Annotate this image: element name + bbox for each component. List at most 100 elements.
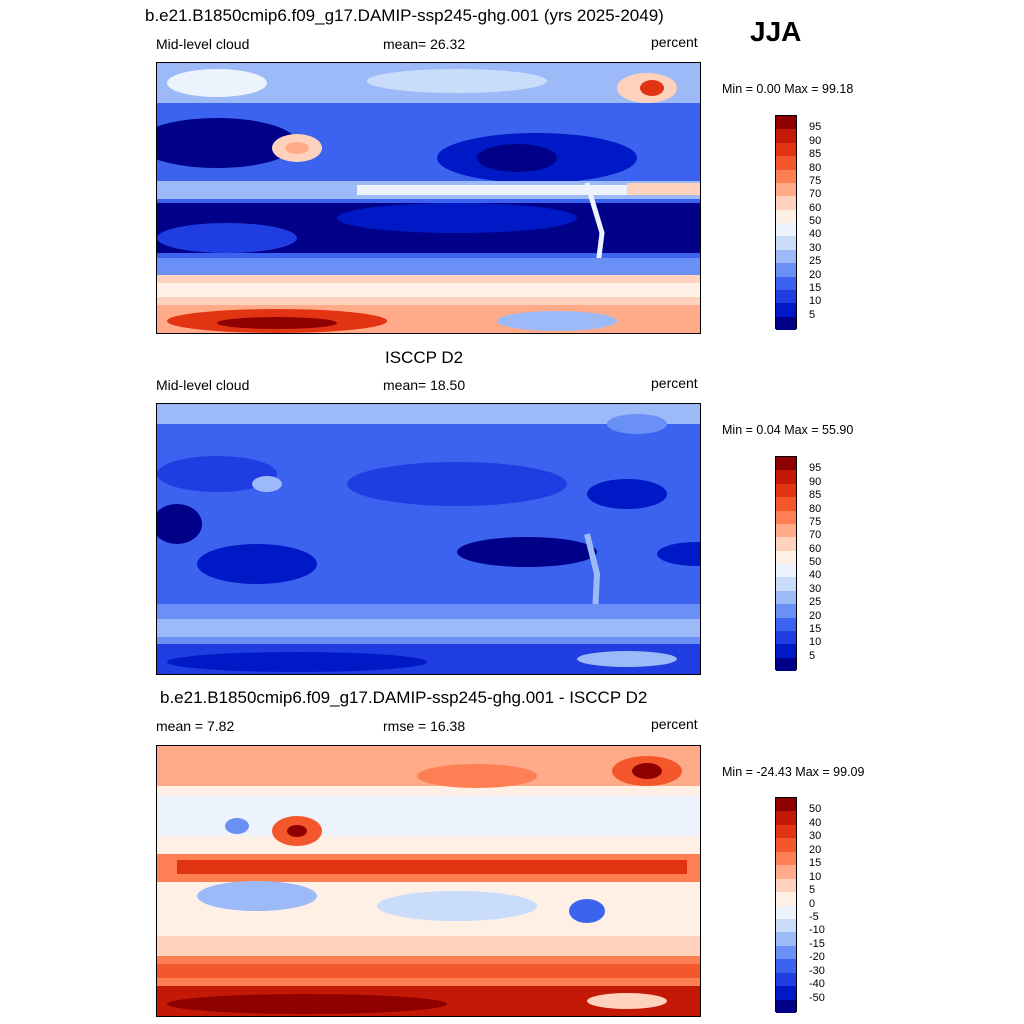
panel-3-title: b.e21.B1850cmip6.f09_g17.DAMIP-ssp245-gh…	[160, 688, 648, 707]
colorbar-segment	[776, 604, 796, 618]
colorbar-tick-label: 75	[809, 174, 822, 187]
panel-3-rmse-label: rmse = 16.38	[383, 718, 466, 734]
colorbar-segment	[776, 510, 796, 524]
colorbar-segment	[776, 918, 796, 933]
colorbar-segment	[776, 289, 796, 304]
colorbar-segment	[776, 276, 796, 290]
panel-3-colorbar	[775, 797, 797, 1013]
panel-1-units-label: percent	[651, 34, 698, 50]
colorbar-tick-label: -30	[809, 964, 825, 977]
colorbar-segment	[776, 564, 796, 578]
colorbar-tick-label: 60	[809, 201, 822, 214]
colorbar-segment	[776, 142, 796, 157]
colorbar-tick-label: 85	[809, 489, 822, 502]
colorbar-segment	[776, 263, 796, 277]
panel-1-map	[156, 62, 701, 334]
colorbar-tick-label: -40	[809, 978, 825, 991]
colorbar-tick-label: 10	[809, 870, 822, 883]
colorbar-tick-label: 85	[809, 148, 822, 161]
colorbar-segment	[776, 523, 796, 538]
colorbar-segment	[776, 116, 796, 130]
panel-2-units-label: percent	[651, 375, 698, 391]
colorbar-segment	[776, 550, 796, 564]
colorbar-tick-label: 90	[809, 134, 822, 147]
colorbar-tick-label: -50	[809, 991, 825, 1004]
colorbar-tick-label: 70	[809, 188, 822, 201]
colorbar-tick-label: 95	[809, 462, 822, 475]
colorbar-segment	[776, 986, 796, 1000]
colorbar-segment	[776, 590, 796, 605]
colorbar-tick-label: 0	[809, 897, 816, 910]
colorbar-segment	[776, 457, 796, 471]
panel-1-mean-label: mean= 26.32	[383, 36, 466, 52]
colorbar-tick-label: 50	[809, 803, 822, 816]
colorbar-segment	[776, 169, 796, 183]
colorbar-tick-label: -15	[809, 937, 825, 950]
panel-1-minmax: Min = 0.00 Max = 99.18	[722, 82, 854, 96]
colorbar-tick-label: 60	[809, 542, 822, 555]
colorbar-tick-label: 30	[809, 830, 822, 843]
colorbar-segment	[776, 865, 796, 879]
colorbar-tick-label: 10	[809, 636, 822, 649]
colorbar-segment	[776, 811, 796, 825]
colorbar-tick-label: 15	[809, 281, 822, 294]
colorbar-tick-label: 15	[809, 857, 822, 870]
panel-2-variable-label: Mid-level cloud	[156, 377, 250, 393]
colorbar-segment	[776, 798, 796, 812]
colorbar-segment	[776, 617, 796, 631]
colorbar-segment	[776, 303, 796, 317]
colorbar-segment	[776, 878, 796, 893]
colorbar-tick-label: -5	[809, 910, 819, 923]
colorbar-segment	[776, 129, 796, 143]
colorbar-tick-label: 80	[809, 161, 822, 174]
colorbar-tick-label: -10	[809, 924, 825, 937]
panel-3-units-label: percent	[651, 716, 698, 732]
colorbar-tick-label: 50	[809, 215, 822, 227]
colorbar-segment	[776, 959, 796, 973]
colorbar-segment	[776, 470, 796, 484]
colorbar-segment	[776, 196, 796, 210]
colorbar-segment	[776, 824, 796, 839]
colorbar-tick-label: 5	[809, 649, 816, 662]
colorbar-tick-label: 20	[809, 268, 822, 281]
colorbar-tick-label: 40	[809, 569, 822, 582]
panel-1-map-field	[157, 63, 700, 333]
colorbar-segment	[776, 156, 796, 170]
panel-2-map-field	[157, 404, 700, 674]
colorbar-segment	[776, 838, 796, 852]
colorbar-tick-label: 10	[809, 295, 822, 308]
season-label: JJA	[750, 16, 802, 47]
panel-3-map-field	[157, 746, 700, 1016]
colorbar-segment	[776, 577, 796, 591]
panel-1-variable-label: Mid-level cloud	[156, 36, 250, 52]
colorbar-segment	[776, 236, 796, 250]
panel-2-mean-label: mean= 18.50	[383, 377, 466, 393]
colorbar-tick-label: 30	[809, 241, 822, 254]
colorbar-segment	[776, 209, 796, 223]
colorbar-tick-label: 25	[809, 255, 822, 268]
colorbar-segment	[776, 905, 796, 919]
colorbar-segment	[776, 657, 796, 671]
colorbar-tick-label: 40	[809, 228, 822, 241]
colorbar-tick-label: 5	[809, 884, 816, 897]
colorbar-segment	[776, 972, 796, 987]
colorbar-tick-label: 25	[809, 596, 822, 609]
colorbar-segment	[776, 483, 796, 498]
panel-3-mean-label: mean = 7.82	[156, 718, 235, 734]
panel-2-colorbar	[775, 456, 797, 671]
colorbar-segment	[776, 892, 796, 906]
panel-2-minmax: Min = 0.04 Max = 55.90	[722, 423, 854, 437]
colorbar-segment	[776, 497, 796, 511]
colorbar-tick-label: -20	[809, 951, 825, 964]
colorbar-tick-label: 70	[809, 529, 822, 542]
panel-3-minmax: Min = -24.43 Max = 99.09	[722, 765, 865, 779]
panel-1-colorbar	[775, 115, 797, 330]
colorbar-tick-label: 20	[809, 843, 822, 856]
colorbar-tick-label: 50	[809, 556, 822, 568]
colorbar-segment	[776, 223, 796, 237]
colorbar-tick-label: 80	[809, 502, 822, 515]
colorbar-segment	[776, 630, 796, 645]
colorbar-tick-label: 40	[809, 816, 822, 829]
colorbar-segment	[776, 851, 796, 866]
panel-2-map	[156, 403, 701, 675]
